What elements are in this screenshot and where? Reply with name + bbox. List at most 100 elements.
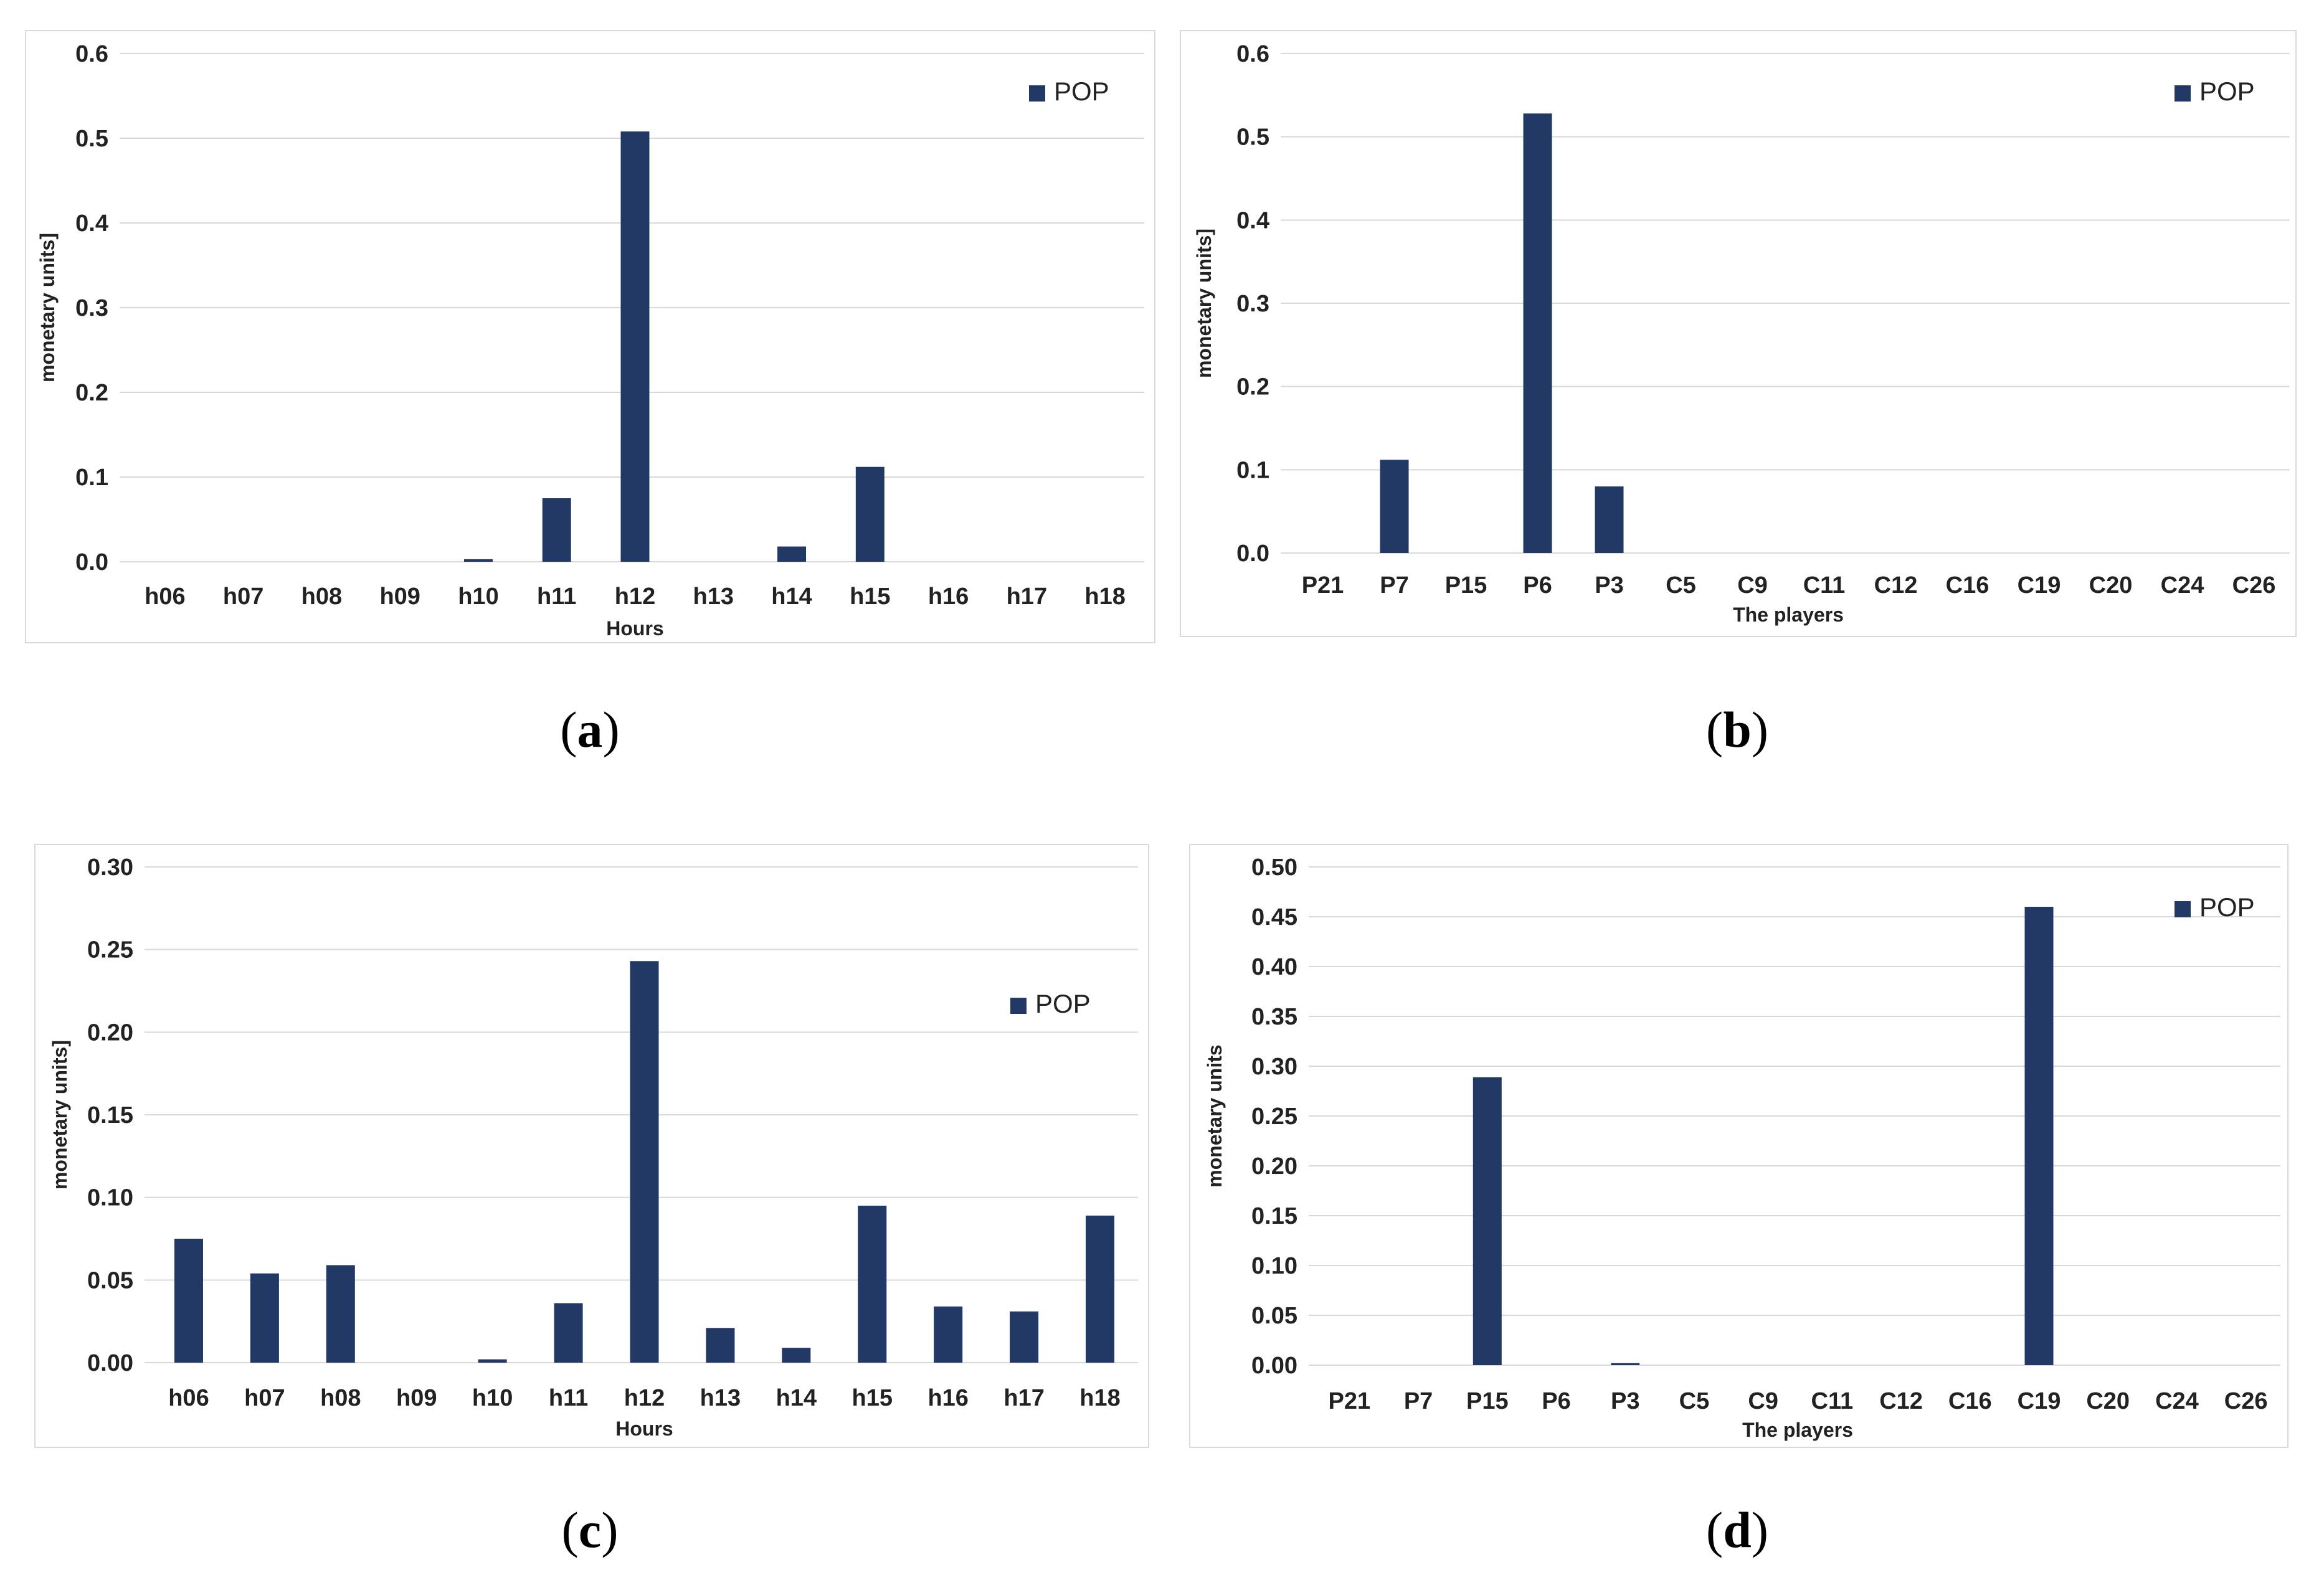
- x-tick-label: h08: [301, 584, 342, 610]
- x-tick-label: C20: [2086, 1388, 2130, 1414]
- bar-h06: [174, 1239, 203, 1363]
- x-tick-label: C5: [1679, 1388, 1710, 1414]
- x-tick-label: h11: [549, 1385, 588, 1411]
- y-tick-label: 0.15: [1251, 1203, 1297, 1229]
- y-tick-label: 0.3: [75, 295, 108, 321]
- bar-h18: [1086, 1215, 1115, 1363]
- bar-P7: [1380, 460, 1409, 553]
- bar-P6: [1523, 113, 1552, 554]
- x-tick-label: P3: [1595, 572, 1623, 598]
- x-tick-label: h16: [928, 584, 969, 610]
- x-tick-label: C12: [1879, 1388, 1923, 1414]
- x-tick-label: h07: [244, 1385, 285, 1411]
- x-tick-label: h10: [458, 584, 498, 610]
- bar-h12: [630, 961, 659, 1363]
- x-tick-label: h08: [320, 1385, 361, 1411]
- x-axis-title: Hours: [615, 1417, 673, 1440]
- y-tick-label: 0.20: [87, 1019, 133, 1046]
- x-tick-label: h07: [223, 584, 263, 610]
- y-tick-label: 0.0: [75, 549, 108, 575]
- bar-h11: [554, 1303, 583, 1363]
- x-tick-label: h17: [1007, 584, 1047, 610]
- chart-panel-b: 0.0 0.1 0.2 0.3 0.4 0.5 0.6 P21 P7 P15 P6 P3 C5 C9 C11…: [1180, 30, 2297, 637]
- bar-h14: [777, 546, 807, 562]
- x-tick-label: C9: [1748, 1388, 1778, 1414]
- y-axis-title: monetary units]: [1193, 229, 1215, 378]
- bar-P3: [1611, 1363, 1640, 1365]
- legend-swatch: [2175, 85, 2191, 102]
- legend-label: POP: [1054, 77, 1109, 106]
- y-tick-label: 0.2: [75, 380, 108, 406]
- x-tick-label: C19: [2018, 572, 2061, 598]
- x-tick-label: C24: [2155, 1388, 2199, 1414]
- bar-h10: [463, 559, 493, 562]
- x-tick-label: h18: [1079, 1385, 1120, 1411]
- chart-b-svg: 0.0 0.1 0.2 0.3 0.4 0.5 0.6 P21 P7 P15 P6 P3 C5 C9 C11…: [1193, 41, 2290, 626]
- bar-h15: [858, 1205, 887, 1363]
- x-tick-label: C9: [1737, 572, 1768, 598]
- x-tick-label: h15: [850, 584, 890, 610]
- x-tick-label: h06: [168, 1385, 209, 1411]
- bar-C19: [2024, 907, 2054, 1365]
- y-tick-label: 0.05: [87, 1267, 133, 1294]
- y-tick-label: 0.45: [1251, 904, 1297, 930]
- y-tick-label: 0.25: [1251, 1104, 1297, 1130]
- x-tick-label: h10: [472, 1385, 513, 1411]
- x-tick-label: P15: [1466, 1388, 1509, 1414]
- chart-a-svg: 0.0 0.1 0.2 0.3 0.4 0.5 0.6 h06 h07 h08 h09 h10 h11 h…: [36, 41, 1144, 640]
- y-tick-label: 0.2: [1236, 374, 1269, 400]
- x-tick-label: h18: [1084, 584, 1125, 610]
- y-tick-label: 0.50: [1251, 854, 1297, 881]
- x-tick-label: C16: [1946, 572, 1990, 598]
- y-axis-title: monetary units]: [36, 233, 59, 382]
- y-tick-label: 0.40: [1251, 954, 1297, 980]
- chart-d-svg: 0.00 0.05 0.10 0.15 0.20 0.25 0.30 0.35 0.40 0.45…: [1203, 854, 2280, 1441]
- y-tick-label: 0.6: [75, 41, 108, 67]
- y-tick-label: 0.30: [87, 854, 133, 881]
- bar-P15: [1473, 1077, 1502, 1365]
- bar-h07: [250, 1273, 279, 1363]
- chart-c-svg: 0.00 0.05 0.10 0.15 0.20 0.25 0.30 h06 h07 h08 h09…: [49, 854, 1138, 1440]
- y-tick-label: 0.35: [1251, 1004, 1297, 1030]
- y-tick-label: 0.0: [1236, 541, 1269, 567]
- x-tick-label: P21: [1329, 1388, 1371, 1414]
- y-tick-label: 0.20: [1251, 1153, 1297, 1180]
- y-tick-label: 0.1: [75, 465, 108, 491]
- y-tick-label: 0.30: [1251, 1054, 1297, 1080]
- x-tick-label: C16: [1948, 1388, 1992, 1414]
- x-tick-label: P6: [1523, 572, 1552, 598]
- x-tick-label: h16: [927, 1385, 968, 1411]
- x-tick-label: h14: [776, 1385, 817, 1411]
- y-tick-label: 0.00: [1251, 1353, 1297, 1379]
- legend-swatch: [1029, 85, 1045, 102]
- x-tick-label: h14: [771, 584, 812, 610]
- x-tick-label: P3: [1611, 1388, 1639, 1414]
- x-tick-label: h13: [700, 1385, 741, 1411]
- y-axis-title: monetary units: [1203, 1044, 1226, 1187]
- y-tick-label: 0.1: [1236, 457, 1269, 483]
- bar-h13: [706, 1328, 735, 1363]
- y-tick-label: 0.4: [75, 211, 108, 237]
- x-tick-label: h17: [1003, 1385, 1044, 1411]
- legend-swatch: [2175, 901, 2191, 917]
- legend-label: POP: [1035, 989, 1091, 1018]
- x-tick-label: C19: [2018, 1388, 2061, 1414]
- x-tick-label: C11: [1803, 572, 1846, 598]
- legend-swatch: [1010, 998, 1027, 1014]
- bar-h11: [542, 498, 571, 562]
- legend-label: POP: [2199, 892, 2255, 922]
- y-tick-label: 0.6: [1236, 41, 1269, 67]
- bar-h08: [326, 1265, 355, 1363]
- x-tick-label: C5: [1666, 572, 1696, 598]
- chart-panel-a: 0.0 0.1 0.2 0.3 0.4 0.5 0.6 h06 h07 h08 h09 h10 h11 h…: [25, 30, 1155, 643]
- x-tick-label: h12: [624, 1385, 665, 1411]
- x-axis-title: The players: [1742, 1419, 1853, 1441]
- bar-P3: [1595, 486, 1624, 553]
- bar-h10: [478, 1359, 507, 1363]
- y-tick-label: 0.15: [87, 1102, 133, 1128]
- y-tick-label: 0.10: [1251, 1253, 1297, 1279]
- y-tick-label: 0.05: [1251, 1303, 1297, 1329]
- x-tick-label: P15: [1445, 572, 1487, 598]
- bar-h14: [782, 1348, 811, 1363]
- x-tick-label: h09: [379, 584, 420, 610]
